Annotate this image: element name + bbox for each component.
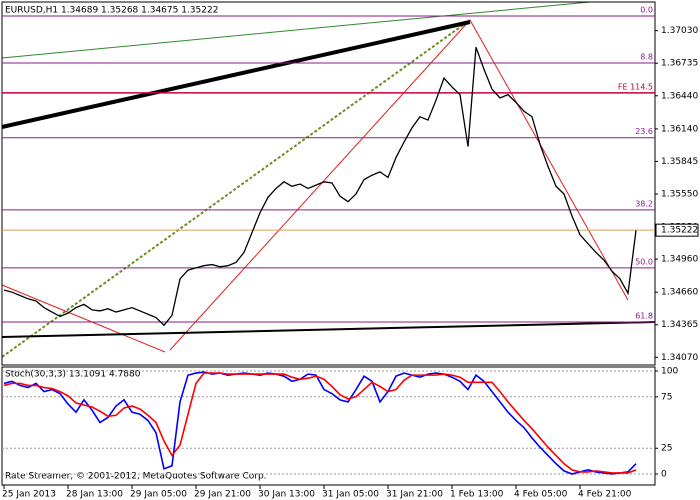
trend-line (1, 19, 471, 358)
trend-line (1, 284, 166, 353)
fibo-label: 50.0 (635, 257, 653, 266)
fibo-label: FE 114.5 (618, 82, 653, 91)
y-tick-label: 1.37030 (661, 26, 698, 36)
x-tick-label: 25 Jan 2013 (2, 490, 56, 500)
x-tick-label: 31 Jan 21:00 (386, 490, 443, 500)
fibo-label: 0.0 (640, 6, 653, 15)
y-tick-label: 1.34070 (661, 353, 698, 363)
x-tick-label: 29 Jan 05:00 (130, 490, 187, 500)
main-panel (1, 1, 656, 366)
stoch-panel (1, 366, 656, 486)
y-tick-label: 100 (661, 367, 678, 377)
indicator-title: Stoch(30,3,3) 13.1091 4.7880 (5, 370, 141, 380)
trend-line (1, 20, 471, 129)
series-line (3, 47, 637, 327)
y-tick-label: 1.36440 (661, 91, 698, 101)
y-tick-label: 0 (661, 469, 667, 479)
trend-line (169, 19, 471, 351)
last-price-box (655, 223, 699, 237)
y-tick-label: 1.34365 (661, 320, 698, 330)
fibo-label: 61.8 (635, 311, 653, 320)
x-tick-label: 4 Feb 21:00 (578, 490, 632, 500)
y-tick-label: 1.36140 (661, 124, 698, 134)
x-tick-label: 29 Jan 21:00 (194, 490, 251, 500)
x-tick-label: 4 Feb 05:00 (514, 490, 568, 500)
trend-line (469, 19, 629, 301)
y-tick-label: 1.35550 (661, 189, 698, 199)
y-tick-label: 1.36735 (661, 59, 698, 69)
chart-title: EURUSD,H1 1.34689 1.35268 1.34675 1.3522… (5, 6, 218, 16)
series-line (3, 372, 637, 474)
fibo-label: 8.8 (640, 53, 653, 62)
y-tick-label: 1.35845 (661, 157, 698, 167)
last-price-label: 1.35222 (661, 226, 698, 236)
x-tick-label: 28 Jan 13:00 (66, 490, 123, 500)
y-tick-label: 25 (661, 444, 672, 454)
x-tick-label: 30 Jan 13:00 (258, 490, 315, 500)
drawn-objects (1, 1, 656, 358)
y-tick-label: 75 (661, 392, 672, 402)
footer: Rate Streamer, © 2001-2012, MetaQuotes S… (5, 472, 267, 482)
trend-line (1, 321, 656, 338)
trend-line (1, 1, 591, 59)
fibo-label: 23.6 (635, 127, 653, 136)
fibo-label: 38.2 (635, 199, 653, 208)
y-tick-label: 1.34660 (661, 288, 698, 298)
x-tick-label: 1 Feb 13:00 (450, 490, 504, 500)
x-tick-label: 31 Jan 05:00 (322, 490, 379, 500)
y-tick-label: 1.34960 (661, 255, 698, 265)
